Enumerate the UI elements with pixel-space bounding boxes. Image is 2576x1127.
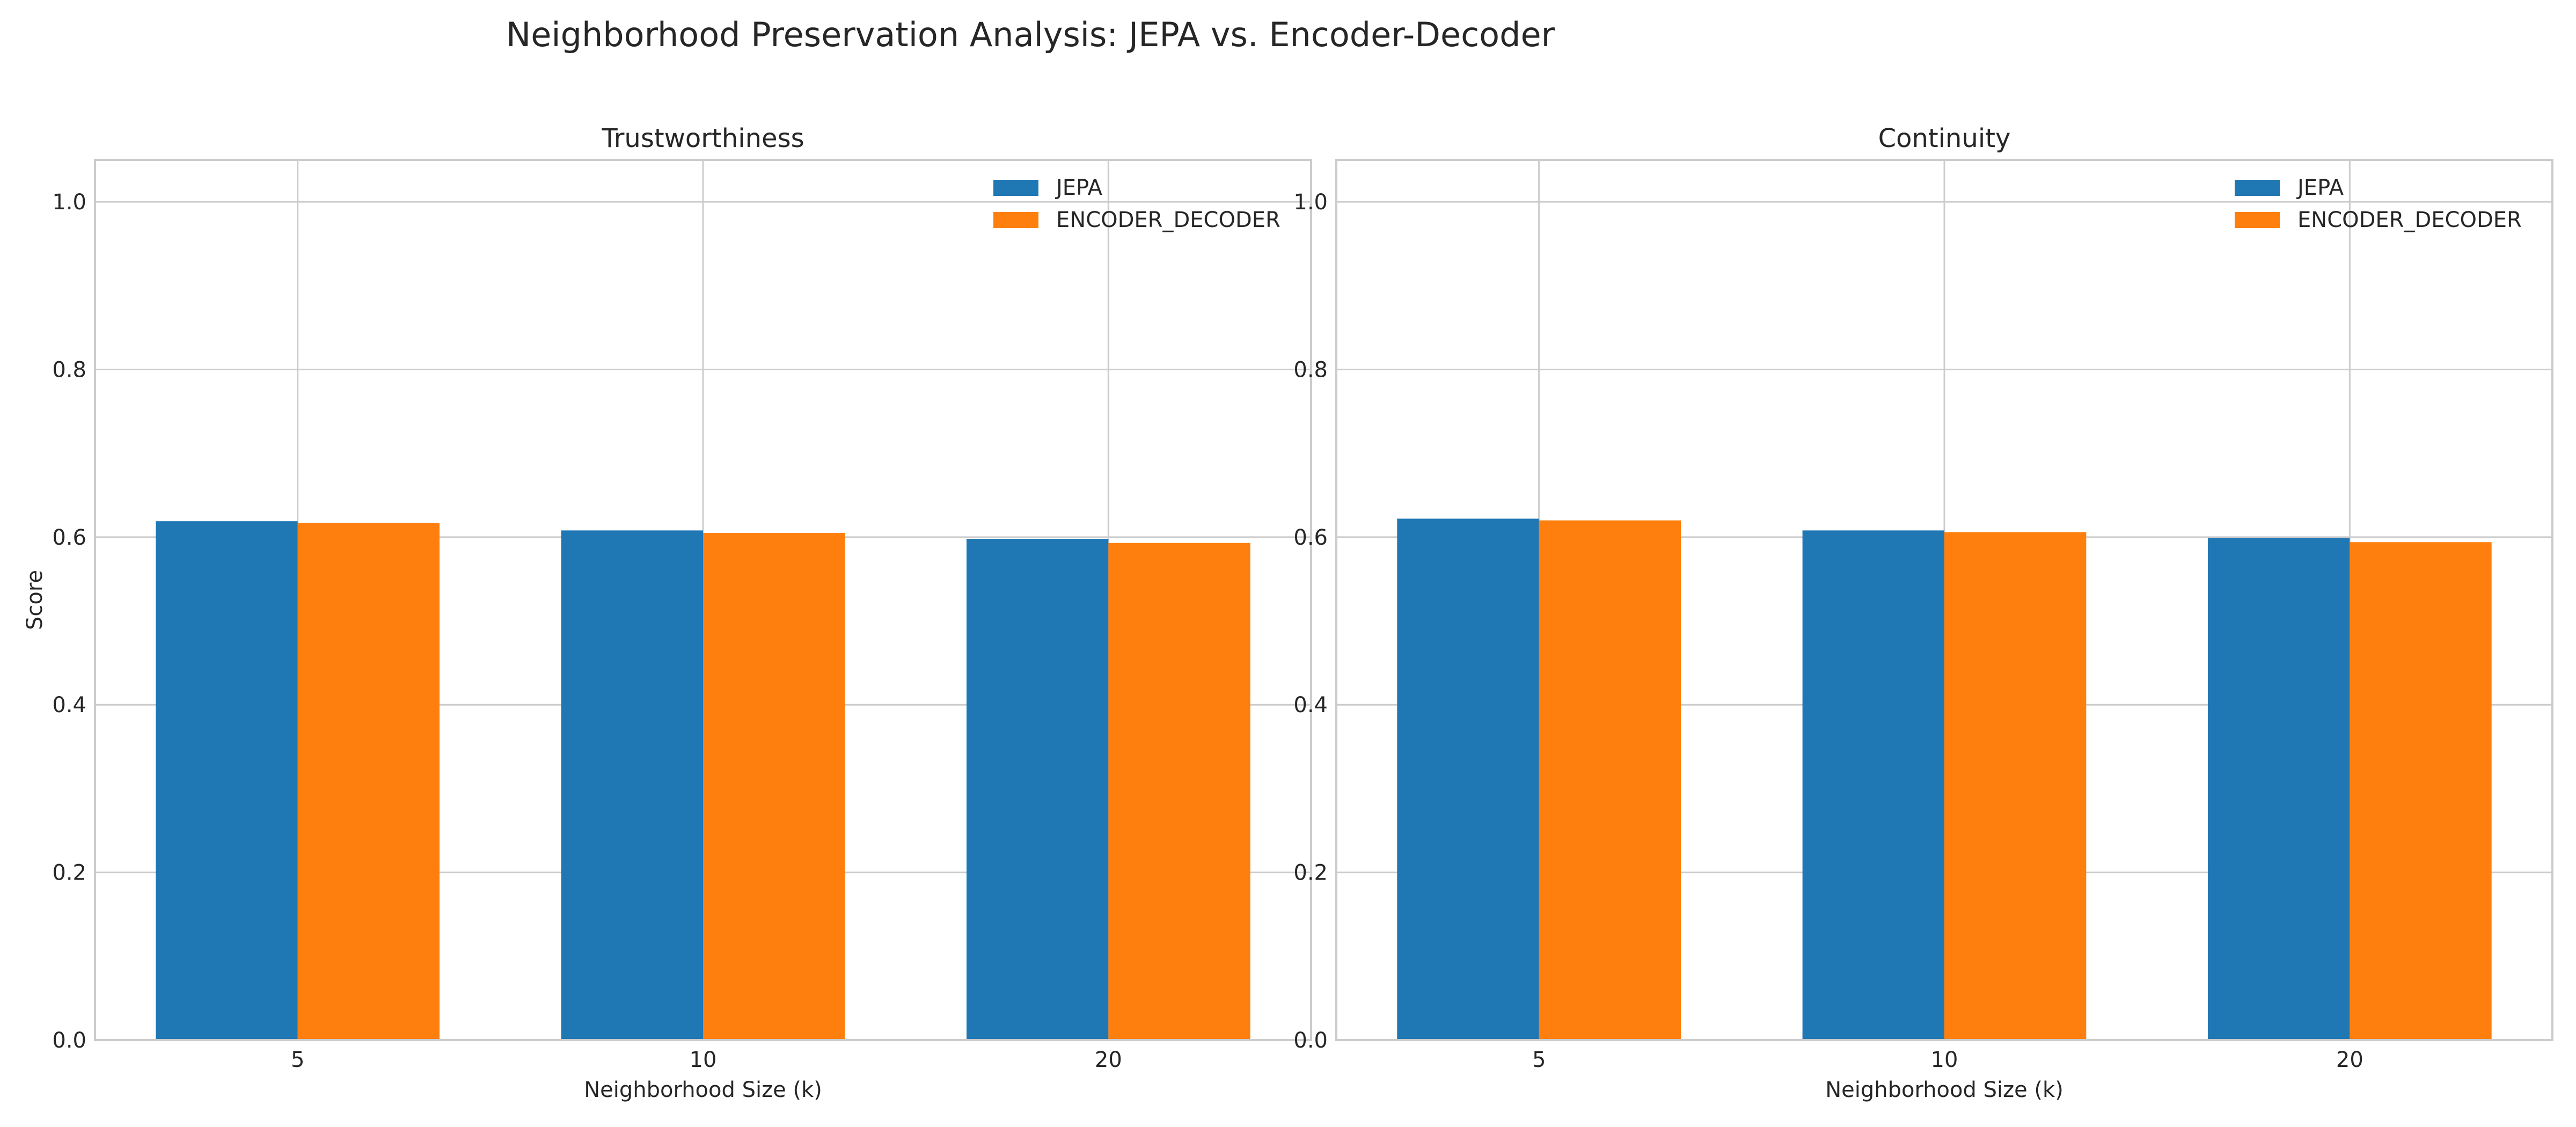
bars: [1397, 518, 2492, 1040]
x-tick-label: 10: [690, 1048, 717, 1072]
panel-title: Trustworthiness: [601, 123, 804, 153]
x-tick-label: 5: [291, 1048, 304, 1072]
panel-title: Continuity: [1878, 123, 2011, 153]
bar-encoder-decoder-k20: [1108, 543, 1250, 1040]
x-tick-label: 20: [1095, 1048, 1122, 1072]
legend-swatch: [2235, 180, 2280, 196]
y-tick-label: 0.2: [1293, 861, 1328, 885]
x-tick-label: 5: [1532, 1048, 1546, 1072]
axes-frame: [1335, 159, 2553, 1041]
x-tick-labels: 5 10 20: [291, 1048, 1122, 1072]
legend-swatch: [993, 180, 1038, 196]
bar-encoder-decoder-k10: [703, 533, 845, 1040]
bar-jepa-k20: [966, 538, 1109, 1040]
y-tick-label: 0.6: [1293, 525, 1328, 550]
bar-encoder-decoder-k5: [1539, 520, 1681, 1040]
legend-label: JEPA: [2296, 175, 2344, 200]
y-tick-label: 0.8: [1293, 357, 1328, 382]
legend-swatch: [2235, 212, 2280, 228]
y-tick-label: 0.4: [52, 693, 86, 718]
y-tick-labels: 0.0 0.2 0.4 0.6 0.8 1.0: [52, 190, 86, 1053]
axes-frame: [94, 159, 1312, 1041]
legend: JEPA ENCODER_DECODER: [2235, 175, 2522, 232]
bar-encoder-decoder-k5: [297, 523, 440, 1040]
x-tick-label: 10: [1931, 1048, 1958, 1072]
bar-encoder-decoder-k10: [1944, 532, 2087, 1040]
legend-label: ENCODER_DECODER: [2297, 208, 2522, 232]
bar-jepa-k20: [2207, 538, 2350, 1040]
y-tick-label: 1.0: [52, 190, 86, 215]
bar-jepa-k10: [561, 530, 703, 1040]
continuity-panel: 0.0 0.2 0.4 0.6 0.8 1.0 5 10 20 Neighborhood Size…: [1293, 123, 2553, 1102]
bar-jepa-k5: [156, 521, 298, 1040]
y-axis-label: Score: [23, 570, 47, 630]
x-axis-label: Neighborhood Size (k): [584, 1078, 822, 1102]
y-tick-label: 0.4: [1293, 693, 1328, 718]
figure-title: Neighborhood Preservation Analysis: JEPA…: [506, 15, 1555, 54]
x-tick-labels: 5 10 20: [1532, 1048, 2363, 1072]
legend: JEPA ENCODER_DECODER: [993, 175, 1280, 232]
y-tick-label: 0.0: [1293, 1028, 1328, 1053]
y-tick-label: 0.0: [52, 1028, 86, 1053]
bars: [156, 521, 1250, 1040]
y-tick-label: 0.8: [52, 357, 86, 382]
x-axis-label: Neighborhood Size (k): [1825, 1078, 2063, 1102]
bar-jepa-k10: [1802, 530, 1944, 1040]
x-tick-label: 20: [2336, 1048, 2363, 1072]
bar-encoder-decoder-k20: [2350, 542, 2492, 1040]
trustworthiness-panel: 0.0 0.2 0.4 0.6 0.8 1.0 5 10 20 Neighborhood Size…: [23, 123, 1312, 1102]
y-tick-labels: 0.0 0.2 0.4 0.6 0.8 1.0: [1293, 190, 1328, 1053]
y-tick-label: 0.6: [52, 525, 86, 550]
legend-label: ENCODER_DECODER: [1056, 208, 1280, 232]
y-tick-label: 0.2: [52, 861, 86, 885]
legend-swatch: [993, 212, 1038, 228]
y-tick-label: 1.0: [1293, 190, 1328, 215]
legend-label: JEPA: [1055, 175, 1103, 200]
bar-jepa-k5: [1397, 518, 1539, 1040]
